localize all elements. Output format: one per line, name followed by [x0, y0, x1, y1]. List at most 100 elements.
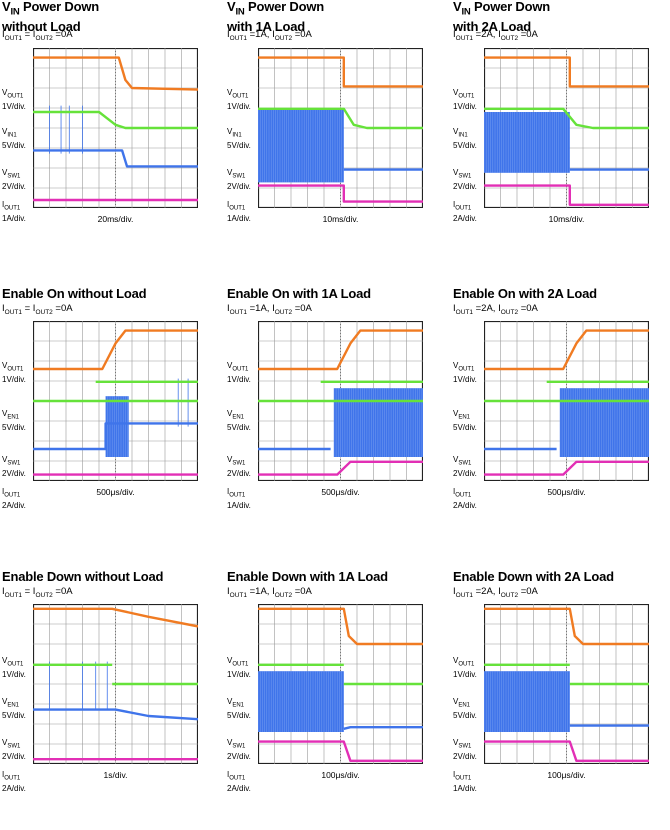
vout-trace [33, 607, 198, 628]
condition-part: = I [21, 586, 36, 597]
vsw-switching-burst [105, 396, 129, 457]
condition-part: OUT2 [35, 591, 53, 599]
condition-part: =0A [292, 29, 312, 40]
channel-scale: 2V/div. [453, 468, 477, 478]
panel-title: Enable Down with 1A Load [227, 570, 388, 584]
channel-subscript: SW1 [458, 460, 472, 467]
scope-plot [33, 604, 198, 764]
title-text: V [2, 0, 11, 14]
channel-scale: 2V/div. [453, 181, 477, 191]
channel-subscript: EN1 [458, 702, 471, 709]
condition-part: OUT1 [4, 591, 22, 599]
title-subscript: IN [235, 6, 245, 18]
channel-name: V [2, 168, 8, 177]
channel-label: VIN1 5V/div. [453, 127, 484, 150]
vout-trace [258, 607, 423, 646]
condition-part: I [227, 29, 230, 40]
condition-part: OUT1 [455, 308, 473, 316]
channel-subscript: SW1 [458, 743, 472, 750]
channel-scale: 1V/div. [2, 374, 26, 384]
channel-name: V [2, 127, 8, 136]
channel-name: V [2, 409, 8, 418]
time-per-division: 1s/div. [103, 770, 128, 780]
channel-name: V [227, 738, 233, 747]
channel-subscript: OUT1 [4, 205, 21, 212]
channel-subscript: IN1 [7, 132, 17, 139]
channel-name: V [2, 656, 8, 665]
channel-subscript: OUT1 [458, 366, 475, 373]
channel-name: V [2, 88, 8, 97]
channel-scale: 5V/div. [2, 140, 26, 150]
channel-scale: 1V/div. [453, 669, 477, 679]
channel-subscript: OUT1 [458, 661, 475, 668]
condition-part: =1A, I [246, 303, 275, 314]
channel-label: IOUT1 2A/div. [2, 487, 33, 510]
channel-label: VOUT1 1V/div. [2, 88, 33, 111]
channel-label: VEN1 5V/div. [2, 697, 33, 720]
channel-label: IOUT1 2A/div. [2, 770, 33, 793]
channel-name: V [453, 697, 459, 706]
channel-name: I [2, 200, 5, 209]
condition-part: OUT1 [229, 591, 247, 599]
channel-name: V [453, 738, 459, 747]
channel-subscript: SW1 [232, 460, 246, 467]
channel-scale: 2A/div. [2, 500, 26, 510]
channel-scale: 5V/div. [453, 422, 477, 432]
channel-scale: 2V/div. [453, 751, 477, 761]
channel-scale: 2A/div. [227, 783, 251, 793]
condition-part: I [453, 29, 456, 40]
vout-trace [33, 56, 198, 91]
scope-panel: VIN Power Down with 2A Load IOUT1 =2A, IOU… [453, 0, 663, 260]
channel-scale: 2V/div. [227, 468, 251, 478]
vsw-switching-burst [258, 671, 344, 732]
channel-scale: 2V/div. [2, 181, 26, 191]
scope-panel: Enable On without Load IOUT1 = IOUT2 =0A V… [2, 287, 212, 547]
condition-part: OUT1 [4, 34, 22, 42]
test-conditions: IOUT1 = IOUT2 =0A [2, 303, 73, 316]
channel-scale: 2A/div. [453, 500, 477, 510]
channel-scale: 1V/div. [2, 101, 26, 111]
title-rest: Power Down [19, 0, 100, 14]
channel-subscript: OUT1 [229, 205, 246, 212]
channel-subscript: EN1 [7, 414, 20, 421]
scope-panel: Enable Down with 1A Load IOUT1 =1A, IOUT2… [227, 570, 437, 830]
channel-name: V [2, 697, 8, 706]
condition-part: OUT2 [274, 591, 293, 599]
channel-subscript: OUT1 [455, 205, 472, 212]
channel-name: V [453, 361, 459, 370]
condition-part: =0A [518, 586, 538, 597]
time-per-division: 500μs/div. [547, 487, 586, 497]
condition-part: =0A [518, 303, 538, 314]
scope-panel: Enable On with 1A Load IOUT1 =1A, IOUT2 =… [227, 287, 437, 547]
channel-name: I [227, 200, 230, 209]
iout-trace [484, 460, 649, 476]
panel-title: VIN Power Down with 2A Load [453, 0, 550, 34]
condition-part: I [2, 303, 5, 314]
channel-subscript: OUT1 [232, 366, 249, 373]
test-conditions: IOUT1 =2A, IOUT2 =0A [453, 586, 538, 599]
channel-name: V [453, 409, 459, 418]
vout-trace [484, 607, 649, 646]
channel-scale: 1A/div. [227, 213, 251, 223]
channel-label: VOUT1 1V/div. [453, 656, 484, 679]
condition-part: OUT2 [500, 34, 519, 42]
scope-plot [33, 321, 198, 481]
channel-subscript: OUT1 [458, 93, 475, 100]
condition-part: I [2, 29, 5, 40]
condition-part: I [453, 586, 456, 597]
test-conditions: IOUT1 = IOUT2 =0A [2, 29, 73, 42]
panel-title: Enable On without Load [2, 287, 147, 301]
test-conditions: IOUT1 =1A, IOUT2 =0A [227, 586, 312, 599]
channel-name: I [453, 770, 456, 779]
condition-part: =1A, I [246, 29, 275, 40]
condition-part: OUT1 [229, 34, 247, 42]
condition-part: =2A, I [472, 29, 501, 40]
scope-panel: VIN Power Down without Load IOUT1 = IOUT2 … [2, 0, 212, 260]
condition-part: =0A [292, 586, 312, 597]
channel-scale: 1V/div. [227, 374, 251, 384]
channel-label: VOUT1 1V/div. [227, 361, 258, 384]
vsw-switching-burst [333, 388, 423, 457]
channel-name: V [2, 361, 8, 370]
channel-scale: 5V/div. [2, 710, 26, 720]
channel-scale: 1V/div. [2, 669, 26, 679]
